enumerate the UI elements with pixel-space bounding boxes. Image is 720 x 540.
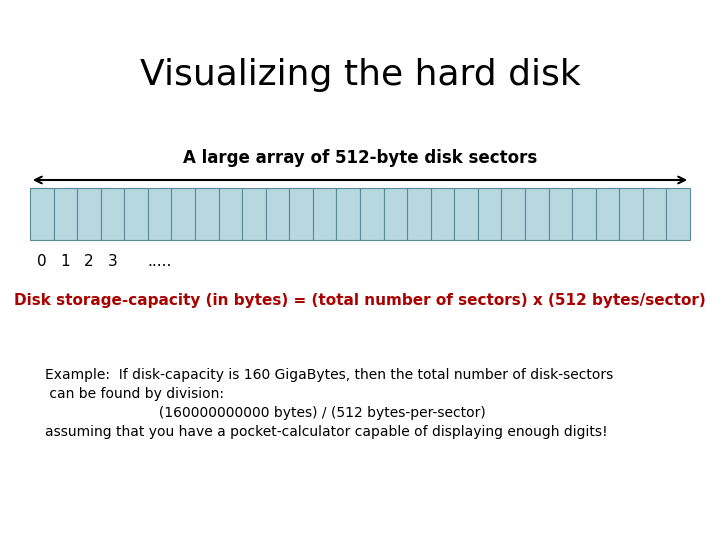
Bar xyxy=(195,188,219,240)
Bar xyxy=(478,188,501,240)
Bar xyxy=(289,188,313,240)
Bar xyxy=(454,188,478,240)
Bar xyxy=(501,188,525,240)
Bar xyxy=(572,188,595,240)
Text: Disk storage-capacity (in bytes) = (total number of sectors) x (512 bytes/sector: Disk storage-capacity (in bytes) = (tota… xyxy=(14,293,706,307)
Bar xyxy=(525,188,549,240)
Text: Example:  If disk-capacity is 160 GigaBytes, then the total number of disk-secto: Example: If disk-capacity is 160 GigaByt… xyxy=(45,368,613,382)
Bar xyxy=(336,188,360,240)
Bar xyxy=(125,188,148,240)
Bar xyxy=(360,188,384,240)
Bar xyxy=(171,188,195,240)
Text: 1: 1 xyxy=(60,254,70,269)
Bar xyxy=(266,188,289,240)
Text: .....: ..... xyxy=(148,254,172,269)
Bar xyxy=(77,188,101,240)
Text: 3: 3 xyxy=(107,254,117,269)
Bar xyxy=(595,188,619,240)
Text: can be found by division:: can be found by division: xyxy=(45,387,224,401)
Bar xyxy=(101,188,125,240)
Bar xyxy=(667,188,690,240)
Text: (160000000000 bytes) / (512 bytes-per-sector): (160000000000 bytes) / (512 bytes-per-se… xyxy=(45,406,486,420)
Bar xyxy=(431,188,454,240)
Bar xyxy=(53,188,77,240)
Bar xyxy=(643,188,667,240)
Bar xyxy=(30,188,53,240)
Bar xyxy=(242,188,266,240)
Text: assuming that you have a pocket-calculator capable of displaying enough digits!: assuming that you have a pocket-calculat… xyxy=(45,425,608,439)
Bar xyxy=(313,188,336,240)
Bar xyxy=(549,188,572,240)
Text: A large array of 512-byte disk sectors: A large array of 512-byte disk sectors xyxy=(183,149,537,167)
Bar xyxy=(219,188,242,240)
Bar xyxy=(384,188,407,240)
Bar xyxy=(148,188,171,240)
Bar xyxy=(407,188,431,240)
Bar xyxy=(619,188,643,240)
Text: 0: 0 xyxy=(37,254,47,269)
Text: Visualizing the hard disk: Visualizing the hard disk xyxy=(140,58,580,92)
Text: 2: 2 xyxy=(84,254,94,269)
